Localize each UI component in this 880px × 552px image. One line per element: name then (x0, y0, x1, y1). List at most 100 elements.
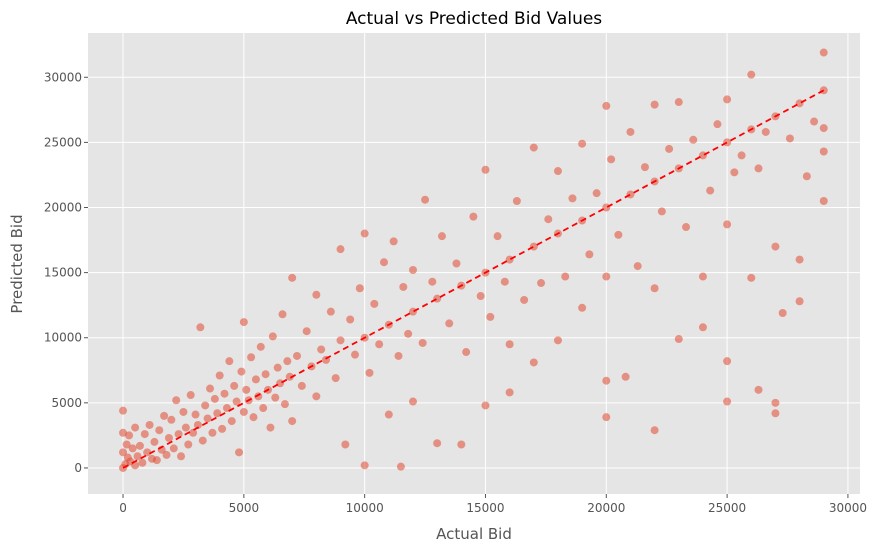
data-point (512, 196, 521, 205)
data-point (198, 436, 207, 445)
chart-title: Actual vs Predicted Bid Values (346, 9, 602, 29)
data-point (169, 444, 178, 453)
data-point (152, 456, 161, 465)
data-point (737, 151, 746, 160)
data-point (592, 189, 601, 198)
data-point (346, 315, 355, 324)
data-point (785, 134, 794, 143)
data-point (312, 392, 321, 401)
data-point (795, 99, 804, 108)
data-point (273, 363, 282, 372)
data-point (155, 426, 164, 435)
data-point (213, 409, 222, 418)
data-point (819, 48, 828, 57)
data-point (218, 424, 227, 433)
y-tick-label: 15000 (44, 266, 82, 280)
y-axis-label: Predicted Bid (8, 214, 26, 313)
data-point (730, 168, 739, 177)
data-point (602, 376, 611, 385)
data-point (285, 372, 294, 381)
data-point (119, 428, 128, 437)
data-point (143, 448, 152, 457)
data-point (529, 143, 538, 152)
data-point (189, 428, 198, 437)
data-point (778, 308, 787, 317)
data-point (162, 450, 171, 459)
data-point (317, 345, 326, 354)
x-tick-label: 0 (119, 501, 127, 515)
data-point (650, 100, 659, 109)
y-tick-label: 25000 (44, 135, 82, 149)
data-point (626, 190, 635, 199)
data-point (331, 374, 340, 383)
data-point (682, 223, 691, 232)
data-point (553, 336, 562, 345)
data-point (561, 272, 570, 281)
data-point (227, 417, 236, 426)
data-point (723, 397, 732, 406)
data-point (261, 370, 270, 379)
data-point (585, 250, 594, 259)
data-point (210, 394, 219, 403)
data-point (747, 273, 756, 282)
data-point (179, 407, 188, 416)
data-point (537, 279, 546, 288)
data-point (602, 413, 611, 422)
data-point (133, 452, 142, 461)
data-point (607, 155, 616, 164)
data-point (761, 127, 770, 136)
data-point (819, 196, 828, 205)
data-point (418, 338, 427, 347)
data-point (196, 323, 205, 332)
x-tick-label: 5000 (229, 501, 260, 515)
data-point (698, 272, 707, 281)
data-point (602, 272, 611, 281)
data-point (650, 284, 659, 293)
data-point (529, 358, 538, 367)
data-point (293, 351, 302, 360)
y-axis-ticks: 0 5000 10000 15000 20000 25000 30000 (44, 70, 88, 475)
data-point (131, 423, 140, 432)
data-point (674, 98, 683, 107)
data-point (191, 410, 200, 419)
data-point (278, 310, 287, 319)
data-point (251, 375, 260, 384)
data-point (193, 420, 202, 429)
data-point (481, 165, 490, 174)
data-point (280, 400, 289, 409)
data-point (206, 384, 215, 393)
data-point (181, 423, 190, 432)
data-point (379, 258, 388, 267)
y-tick-label: 0 (74, 461, 82, 475)
data-point (160, 411, 169, 420)
data-point (657, 207, 666, 216)
grid-lines (88, 33, 860, 494)
data-point (602, 101, 611, 110)
data-point (326, 307, 335, 316)
data-point (389, 237, 398, 246)
data-point (428, 277, 437, 286)
data-point (125, 431, 134, 440)
data-point (771, 409, 780, 418)
data-point (819, 124, 828, 133)
data-point (476, 292, 485, 301)
data-point (771, 398, 780, 407)
data-point (754, 385, 763, 394)
data-point (529, 242, 538, 251)
x-tick-label: 10000 (346, 501, 384, 515)
y-tick-label: 20000 (44, 201, 82, 215)
data-point (433, 439, 442, 448)
data-point (128, 444, 137, 453)
data-point (665, 144, 674, 153)
data-point (336, 245, 345, 254)
data-point (553, 167, 562, 176)
data-point (706, 186, 715, 195)
data-point (396, 462, 405, 471)
data-point (723, 95, 732, 104)
data-point (268, 332, 277, 341)
data-point (621, 372, 630, 381)
data-point (640, 163, 649, 172)
data-point (723, 220, 732, 229)
data-point (230, 381, 239, 390)
reference-line (122, 89, 825, 469)
